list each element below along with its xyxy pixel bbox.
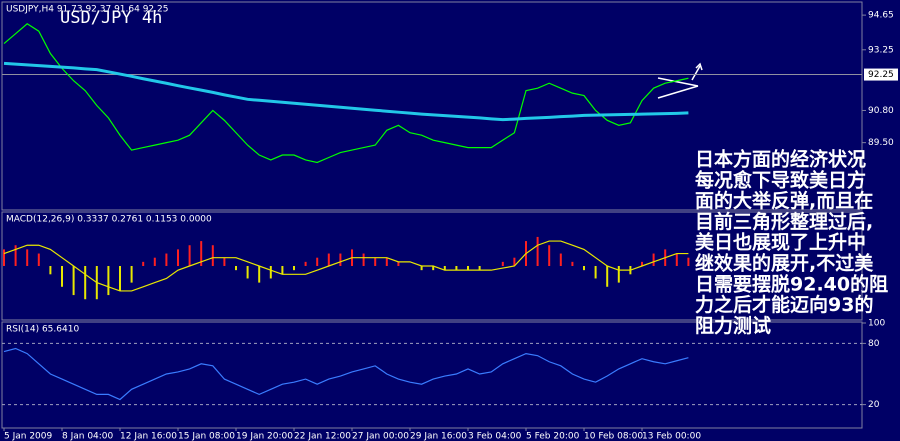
- annotation-line: 力之后才能迈向93的: [695, 293, 873, 316]
- y-tick-label: 100: [868, 319, 885, 329]
- annotation-line: 每况愈下导致美日方: [695, 168, 866, 191]
- x-tick-label: 5 Jan 2009: [4, 432, 52, 441]
- annotation-line: 面的大举反弹,而且在: [695, 189, 873, 212]
- macd-header: MACD(12,26,9) 0.3337 0.2761 0.1153 0.000…: [6, 215, 212, 225]
- annotation-line: 日需要摆脱92.40的阻: [695, 272, 888, 295]
- y-tick-label: 80: [868, 339, 880, 349]
- series-line: [3, 347, 689, 401]
- x-tick-label: 5 Feb 20:00: [526, 432, 580, 441]
- x-tick-label: 29 Jan 16:00: [410, 432, 467, 441]
- x-tick-label: 15 Jan 08:00: [178, 432, 235, 441]
- series-line: [3, 23, 689, 164]
- macd-panel: [1, 211, 863, 321]
- x-tick-label: 3 Feb 04:00: [468, 432, 522, 441]
- rsi-header: RSI(14) 65.6410: [6, 325, 79, 335]
- x-tick-label: 22 Jan 12:00: [294, 432, 351, 441]
- annotation-line: 阻力测试: [695, 314, 771, 337]
- price-header: USDJPY,H4 91.73 92.37 91.64 92.25: [6, 5, 168, 15]
- y-tick-label: 90.80: [868, 106, 894, 116]
- rsi-panel: [1, 321, 863, 429]
- annotation-line: 继效果的展开,不过美: [695, 252, 874, 275]
- price-panel: [1, 1, 863, 211]
- x-tick-label: 27 Jan 00:00: [352, 432, 409, 441]
- price-label: 92.25: [868, 70, 894, 80]
- triangle: [657, 62, 703, 99]
- annotation-line: 目前三角形整理过后,: [695, 210, 873, 233]
- series-line: [3, 240, 689, 292]
- x-tick-label: 19 Jan 20:00: [236, 432, 293, 441]
- arrow: [691, 65, 701, 81]
- x-tick-label: 8 Jan 04:00: [62, 432, 114, 441]
- price-label-box: [864, 68, 898, 81]
- arrow-head: [695, 62, 703, 71]
- y-tick-label: 20: [868, 400, 880, 410]
- series-line: [3, 61, 689, 122]
- y-tick-label: 93.25: [868, 45, 894, 55]
- x-tick-label: 12 Jan 16:00: [120, 432, 177, 441]
- y-tick-label: 89.50: [868, 138, 894, 148]
- triangle-line: [657, 77, 699, 87]
- triangle-line: [657, 85, 699, 99]
- chart-title: USD/JPY 4h: [60, 8, 162, 28]
- y-tick-label: 94.65: [868, 11, 894, 21]
- annotation-line: 美日也展现了上升中: [695, 231, 866, 254]
- annotation-line: 日本方面的经济状况: [695, 148, 866, 171]
- x-tick-label: 10 Feb 08:00: [584, 432, 643, 441]
- x-tick-label: 13 Feb 00:00: [642, 432, 701, 441]
